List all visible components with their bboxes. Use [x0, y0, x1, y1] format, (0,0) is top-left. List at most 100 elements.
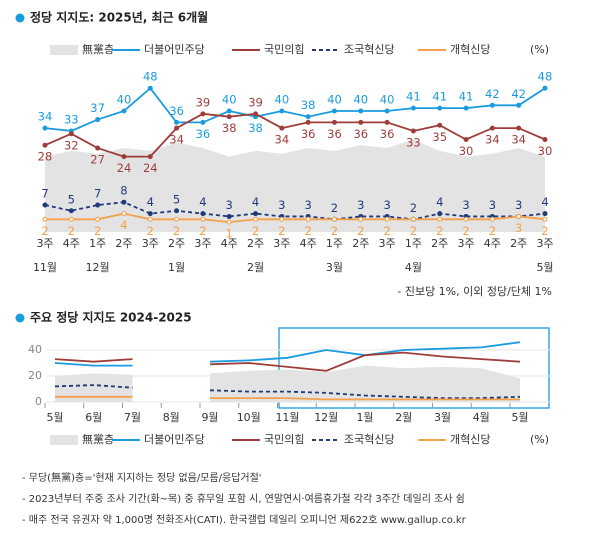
legend-label: 개혁신당: [450, 433, 490, 446]
marker: [410, 105, 416, 111]
x-tick-label: 3주: [536, 237, 553, 250]
marker: [516, 213, 522, 219]
legend-label: 국민의힘: [264, 43, 304, 56]
data-label: 40: [275, 93, 290, 107]
marker: [542, 137, 548, 142]
marker: [542, 211, 548, 217]
marker: [437, 216, 443, 222]
data-label: 42: [485, 87, 500, 101]
data-label: 1: [226, 227, 233, 241]
legend-swatch: [50, 435, 78, 445]
line: [54, 384, 133, 389]
data-label: 48: [143, 70, 158, 84]
data-label: 34: [511, 133, 526, 147]
marker: [226, 213, 232, 219]
marker: [489, 102, 495, 108]
marker: [121, 154, 127, 160]
data-label: 36: [169, 104, 184, 118]
line: [45, 212, 546, 224]
data-label: 2: [410, 201, 417, 215]
marker: [516, 102, 522, 108]
marker: [253, 211, 259, 217]
data-label: 4: [199, 195, 206, 209]
line: [54, 362, 133, 367]
data-label: 41: [459, 90, 474, 104]
area: [210, 365, 520, 402]
marker: [42, 216, 48, 222]
data-label: 42: [511, 87, 526, 101]
x-tick-label: 1월: [356, 411, 373, 424]
x-tick-label: 2월: [395, 411, 412, 424]
x-tick-label: 10월: [237, 411, 261, 424]
legend-label: 조국혁신당: [344, 433, 395, 446]
x-tick-label: 2주: [431, 237, 448, 250]
data-label: 38: [222, 121, 237, 135]
legend-label: 국민의힘: [264, 433, 304, 446]
month-label: 1월: [168, 261, 185, 274]
x-tick-label: 4주: [300, 237, 317, 250]
data-label: 2: [278, 224, 285, 238]
data-label: 2: [304, 224, 311, 238]
month-label: 12월: [86, 261, 110, 274]
data-label: 3: [515, 198, 522, 212]
marker: [121, 199, 127, 205]
line: [210, 397, 520, 401]
marker: [147, 154, 153, 160]
marker: [463, 216, 469, 222]
data-label: 2: [462, 224, 469, 238]
marker: [42, 125, 48, 131]
marker: [410, 216, 416, 222]
marker: [95, 145, 101, 151]
data-label: 36: [327, 127, 342, 141]
marker: [516, 125, 522, 131]
data-label: 48: [538, 70, 553, 84]
marker: [331, 108, 337, 114]
marker: [200, 111, 206, 117]
x-tick-label: 1주: [89, 237, 106, 250]
data-label: 36: [301, 127, 316, 141]
marker: [147, 216, 153, 222]
note: - 진보당 1%, 이외 정당/단체 1%: [397, 285, 552, 298]
data-label: 40: [222, 93, 237, 107]
area: [55, 373, 133, 402]
legend-label: 無黨층: [82, 42, 114, 56]
data-label: 37: [90, 101, 105, 115]
marker: [42, 202, 48, 208]
data-label: 2: [436, 224, 443, 238]
data-label: 5: [68, 192, 75, 206]
marker: [305, 216, 311, 222]
data-label: 36: [196, 127, 211, 141]
line: [44, 201, 546, 221]
marker: [147, 85, 153, 91]
marker: [384, 119, 390, 125]
marker: [226, 219, 232, 225]
x-tick-label: 5월: [46, 411, 63, 424]
data-label: 40: [353, 93, 368, 107]
data-label: 2: [357, 224, 364, 238]
marker: [305, 119, 311, 125]
line: [44, 112, 546, 158]
data-label: 4: [120, 218, 127, 232]
x-tick-label: 2주: [115, 237, 132, 250]
marker: [174, 119, 180, 125]
data-label: 36: [353, 127, 368, 141]
marker: [358, 108, 364, 114]
marker: [463, 105, 469, 111]
data-label: 2: [331, 224, 338, 238]
marker: [279, 125, 285, 131]
footnote: - 무당(無黨)층='현재 지지하는 정당 없음/모름/응답거절': [22, 471, 262, 484]
data-label: 34: [169, 133, 184, 147]
marker: [68, 131, 74, 137]
data-label: 40: [117, 93, 132, 107]
data-label: 2: [41, 224, 48, 238]
marker: [279, 108, 285, 114]
x-tick-label: 7월: [124, 411, 141, 424]
x-tick-label: 2주: [168, 237, 185, 250]
marker: [200, 119, 206, 125]
y-tick-label: 0: [35, 395, 42, 408]
data-label: 3: [515, 221, 522, 235]
legend-label: 더불어민주당: [144, 433, 205, 446]
data-label: 34: [275, 133, 290, 147]
marker: [174, 216, 180, 222]
data-label: 2: [94, 224, 101, 238]
